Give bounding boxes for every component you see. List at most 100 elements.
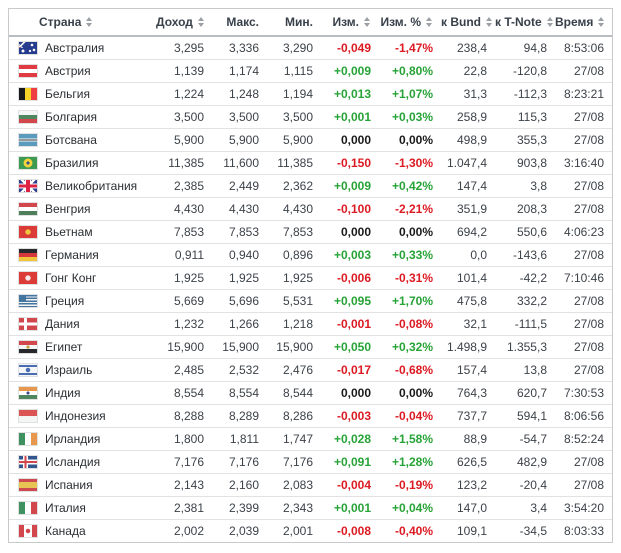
table-row[interactable]: Индонезия 8,288 8,289 8,286 -0,003 -0,04% 737,… <box>9 404 612 428</box>
table-header-row: Страна Доход Макс. Мин. Изм. Изм. % к Bund к T-… <box>9 9 612 37</box>
country-cell: Ирландия <box>9 427 156 451</box>
table-row[interactable]: Израиль 2,485 2,532 2,476 -0,017 -0,68% 157,4 1… <box>9 358 612 382</box>
yield-cell: 8,554 <box>156 381 212 405</box>
country-cell: Бельгия <box>9 82 156 106</box>
column-header-vs_tnote[interactable]: к T-Note <box>495 9 555 37</box>
chg-pct-cell: -0,68% <box>379 358 441 382</box>
table-row[interactable]: Ирландия 1,800 1,811 1,747 +0,028 +1,58% 88,9-… <box>9 427 612 451</box>
time-cell: 8:23:21 <box>555 82 612 106</box>
chg-cell: -0,100 <box>321 197 379 221</box>
chg-pct-cell: +0,04% <box>379 496 441 520</box>
vs-tnote-cell: 3,8 <box>495 174 555 198</box>
vs-bund-cell: 109,1 <box>441 519 495 542</box>
vs-bund-cell: 475,8 <box>441 289 495 313</box>
yield-cell: 4,430 <box>156 197 212 221</box>
flag-germany-icon <box>19 249 37 262</box>
country-cell: Греция <box>9 289 156 313</box>
time-cell: 27/08 <box>555 174 612 198</box>
table-row[interactable]: Бельгия 1,224 1,248 1,194 +0,013 +1,07% 31,3 -1… <box>9 82 612 106</box>
column-label: Изм. <box>332 15 359 29</box>
country-name: Бразилия <box>45 156 99 171</box>
time-cell: 27/08 <box>555 312 612 336</box>
country-cell: Ботсвана <box>9 128 156 152</box>
table-row[interactable]: Гонг Конг 1,925 1,925 1,925 -0,006 -0,31% 101,… <box>9 266 612 290</box>
flag-belgium-icon <box>19 88 37 101</box>
chg-pct-cell: +1,07% <box>379 82 441 106</box>
table-row[interactable]: Австрия 1,139 1,174 1,115 +0,009 +0,80% 22,8 -1… <box>9 59 612 83</box>
table-row[interactable]: Италия 2,381 2,399 2,343 +0,001 +0,04% 147,0 3,… <box>9 496 612 520</box>
vs-tnote-cell: 115,3 <box>495 105 555 129</box>
max-cell: 1,174 <box>212 59 267 83</box>
column-header-yield[interactable]: Доход <box>156 9 212 37</box>
country-cell: Великобритания <box>9 174 156 198</box>
column-label: Изм. % <box>380 15 421 29</box>
country-name: Болгария <box>45 110 97 125</box>
column-header-chg_pct[interactable]: Изм. % <box>379 9 441 37</box>
table-row[interactable]: Бразилия 11,385 11,600 11,385 -0,150 -1,30% 1.… <box>9 151 612 175</box>
time-cell: 27/08 <box>555 358 612 382</box>
vs-tnote-cell: 903,8 <box>495 151 555 175</box>
vs-tnote-cell: -112,3 <box>495 82 555 106</box>
chg-pct-cell: 0,00% <box>379 220 441 244</box>
table-row[interactable]: Австралия 3,295 3,336 3,290 -0,049 -1,47% 238,… <box>9 36 612 60</box>
table-row[interactable]: Исландия 7,176 7,176 7,176 +0,091 +1,28% 626,5… <box>9 450 612 474</box>
vs-bund-cell: 1.047,4 <box>441 151 495 175</box>
column-header-chg[interactable]: Изм. <box>321 9 379 37</box>
min-cell: 2,476 <box>267 358 321 382</box>
country-cell: Болгария <box>9 105 156 129</box>
chg-cell: 0,000 <box>321 220 379 244</box>
table-row[interactable]: Ботсвана 5,900 5,900 5,900 0,000 0,00% 498,9 35… <box>9 128 612 152</box>
vs-tnote-cell: -111,5 <box>495 312 555 336</box>
flag-ireland-icon <box>19 433 37 446</box>
table-row[interactable]: Германия 0,911 0,940 0,896 +0,003 +0,33% 0,0 -1… <box>9 243 612 267</box>
vs-tnote-cell: 550,6 <box>495 220 555 244</box>
column-header-country[interactable]: Страна <box>9 9 156 37</box>
vs-tnote-cell: 594,1 <box>495 404 555 428</box>
chg-pct-cell: -2,21% <box>379 197 441 221</box>
max-cell: 8,289 <box>212 404 267 428</box>
flag-greece-icon <box>19 295 37 308</box>
sort-icon <box>546 16 554 27</box>
sort-icon <box>197 16 205 27</box>
vs-tnote-cell: 1.355,3 <box>495 335 555 359</box>
column-label: Мин. <box>285 15 313 29</box>
table-row[interactable]: Испания 2,143 2,160 2,083 -0,004 -0,19% 123,2-… <box>9 473 612 497</box>
table-row[interactable]: Дания 1,232 1,266 1,218 -0,001 -0,08% 32,1 -111… <box>9 312 612 336</box>
table-row[interactable]: Греция 5,669 5,696 5,531 +0,095 +1,70% 475,8 33… <box>9 289 612 313</box>
chg-pct-cell: +0,42% <box>379 174 441 198</box>
country-name: Германия <box>45 248 99 263</box>
table-row[interactable]: Вьетнам 7,853 7,853 7,853 0,000 0,00% 694,2 550… <box>9 220 612 244</box>
flag-canada-icon <box>19 525 37 538</box>
country-cell: Венгрия <box>9 197 156 221</box>
min-cell: 5,531 <box>267 289 321 313</box>
column-header-time[interactable]: Время <box>555 9 612 37</box>
column-label: Доход <box>156 15 193 29</box>
table-row[interactable]: Болгария 3,500 3,500 3,500 +0,001 +0,03% 258,9… <box>9 105 612 129</box>
time-cell: 3:16:40 <box>555 151 612 175</box>
table-row[interactable]: Индия 8,554 8,554 8,544 0,000 0,00% 764,3 620,7… <box>9 381 612 405</box>
flag-bulgaria-icon <box>19 111 37 124</box>
bond-yields-table-container: Страна Доход Макс. Мин. Изм. Изм. % к Bund к T-… <box>8 8 613 543</box>
max-cell: 8,554 <box>212 381 267 405</box>
chg-pct-cell: +1,28% <box>379 450 441 474</box>
country-cell: Египет <box>9 335 156 359</box>
time-cell: 27/08 <box>555 197 612 221</box>
flag-india-icon <box>19 387 37 400</box>
sort-icon <box>364 16 371 27</box>
time-cell: 4:06:23 <box>555 220 612 244</box>
flag-australia-icon <box>19 42 37 55</box>
max-cell: 1,248 <box>212 82 267 106</box>
min-cell: 1,115 <box>267 59 321 83</box>
time-cell: 3:54:20 <box>555 496 612 520</box>
table-row[interactable]: Венгрия 4,430 4,430 4,430 -0,100 -2,21% 351,9 2… <box>9 197 612 221</box>
min-cell: 2,343 <box>267 496 321 520</box>
vs-bund-cell: 31,3 <box>441 82 495 106</box>
country-name: Гонг Конг <box>45 271 97 286</box>
column-header-vs_bund[interactable]: к Bund <box>441 9 495 37</box>
min-cell: 3,500 <box>267 105 321 129</box>
table-row[interactable]: Канада 2,002 2,039 2,001 -0,008 -0,40% 109,1 -3… <box>9 519 612 542</box>
table-row[interactable]: Египет 15,900 15,900 15,900 +0,050 +0,32% 1.49… <box>9 335 612 359</box>
table-row[interactable]: Великобритания 2,385 2,449 2,362 +0,009 +0,42… <box>9 174 612 198</box>
yield-cell: 11,385 <box>156 151 212 175</box>
country-name: Исландия <box>45 455 101 470</box>
